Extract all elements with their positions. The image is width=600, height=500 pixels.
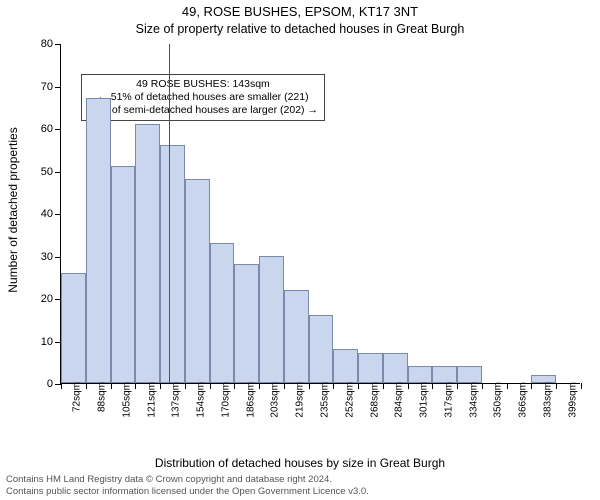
x-tick	[457, 383, 458, 389]
y-tick	[55, 257, 61, 258]
x-tick-label: 317sqm	[443, 382, 454, 418]
x-tick	[160, 383, 161, 389]
histogram-bar	[210, 243, 235, 383]
x-tick-label: 154sqm	[196, 382, 207, 418]
x-tick	[581, 383, 582, 389]
x-tick	[234, 383, 235, 389]
x-tick-label: 186sqm	[245, 382, 256, 418]
x-tick-label: 284sqm	[394, 382, 405, 418]
x-tick-label: 366sqm	[518, 382, 529, 418]
x-tick	[185, 383, 186, 389]
x-tick	[383, 383, 384, 389]
x-tick-label: 72sqm	[72, 382, 83, 412]
x-tick-label: 121sqm	[146, 382, 157, 418]
x-axis-label: Distribution of detached houses by size …	[0, 456, 600, 470]
y-axis-label: Number of detached properties	[6, 0, 26, 460]
histogram-bar	[284, 290, 309, 384]
x-tick-label: 383sqm	[542, 382, 553, 418]
histogram-bar	[111, 166, 136, 383]
y-tick-label: 80	[29, 38, 53, 50]
histogram-bar	[234, 264, 259, 383]
x-tick	[111, 383, 112, 389]
x-tick	[309, 383, 310, 389]
x-tick-label: 219sqm	[295, 382, 306, 418]
x-tick-label: 252sqm	[344, 382, 355, 418]
footer-line-1: Contains HM Land Registry data © Crown c…	[6, 474, 332, 485]
x-tick	[86, 383, 87, 389]
histogram-bar	[160, 145, 185, 383]
histogram-bar	[408, 366, 433, 383]
histogram-bar	[333, 349, 358, 383]
histogram-bar	[259, 256, 284, 384]
y-tick	[55, 214, 61, 215]
histogram-bar	[309, 315, 334, 383]
x-tick	[61, 383, 62, 389]
x-tick	[284, 383, 285, 389]
x-tick	[333, 383, 334, 389]
x-tick-label: 235sqm	[320, 382, 331, 418]
x-tick-label: 399sqm	[567, 382, 578, 418]
histogram-bar	[135, 124, 160, 383]
x-tick	[210, 383, 211, 389]
y-tick	[55, 129, 61, 130]
chart-subtitle: Size of property relative to detached ho…	[0, 22, 600, 36]
histogram-bar	[358, 353, 383, 383]
y-tick	[55, 44, 61, 45]
y-tick-label: 30	[29, 251, 53, 263]
x-tick-label: 137sqm	[171, 382, 182, 418]
x-tick	[531, 383, 532, 389]
annotation-line-2: ← 51% of detached houses are smaller (22…	[88, 91, 318, 104]
y-tick-label: 0	[29, 378, 53, 390]
y-tick-label: 40	[29, 208, 53, 220]
x-tick-label: 203sqm	[270, 382, 281, 418]
footer-line-2: Contains public sector information licen…	[6, 486, 369, 497]
x-tick	[507, 383, 508, 389]
histogram-bar	[185, 179, 210, 383]
histogram-bar	[86, 98, 111, 383]
page-title: 49, ROSE BUSHES, EPSOM, KT17 3NT	[0, 4, 600, 19]
y-tick-label: 50	[29, 166, 53, 178]
annotation-box: 49 ROSE BUSHES: 143sqm ← 51% of detached…	[81, 74, 325, 121]
x-tick	[482, 383, 483, 389]
x-tick	[408, 383, 409, 389]
histogram-bar	[432, 366, 457, 383]
x-tick	[358, 383, 359, 389]
y-tick-label: 20	[29, 293, 53, 305]
x-tick-label: 301sqm	[419, 382, 430, 418]
x-tick-label: 350sqm	[493, 382, 504, 418]
histogram-bar	[457, 366, 482, 383]
x-tick-label: 268sqm	[369, 382, 380, 418]
annotation-line-1: 49 ROSE BUSHES: 143sqm	[88, 78, 318, 91]
y-tick-label: 10	[29, 336, 53, 348]
histogram-plot: 49 ROSE BUSHES: 143sqm ← 51% of detached…	[60, 44, 580, 384]
x-tick	[259, 383, 260, 389]
x-tick-label: 105sqm	[121, 382, 132, 418]
y-tick	[55, 172, 61, 173]
reference-line	[169, 44, 170, 383]
y-tick-label: 60	[29, 123, 53, 135]
x-tick	[432, 383, 433, 389]
x-tick	[135, 383, 136, 389]
y-tick	[55, 87, 61, 88]
x-tick	[556, 383, 557, 389]
x-tick-label: 170sqm	[220, 382, 231, 418]
x-tick-label: 334sqm	[468, 382, 479, 418]
x-tick-label: 88sqm	[97, 382, 108, 412]
footer-text: Contains HM Land Registry data © Crown c…	[6, 474, 594, 498]
y-tick-label: 70	[29, 81, 53, 93]
histogram-bar	[61, 273, 86, 384]
histogram-bar	[383, 353, 408, 383]
annotation-line-3: 47% of semi-detached houses are larger (…	[88, 104, 318, 117]
